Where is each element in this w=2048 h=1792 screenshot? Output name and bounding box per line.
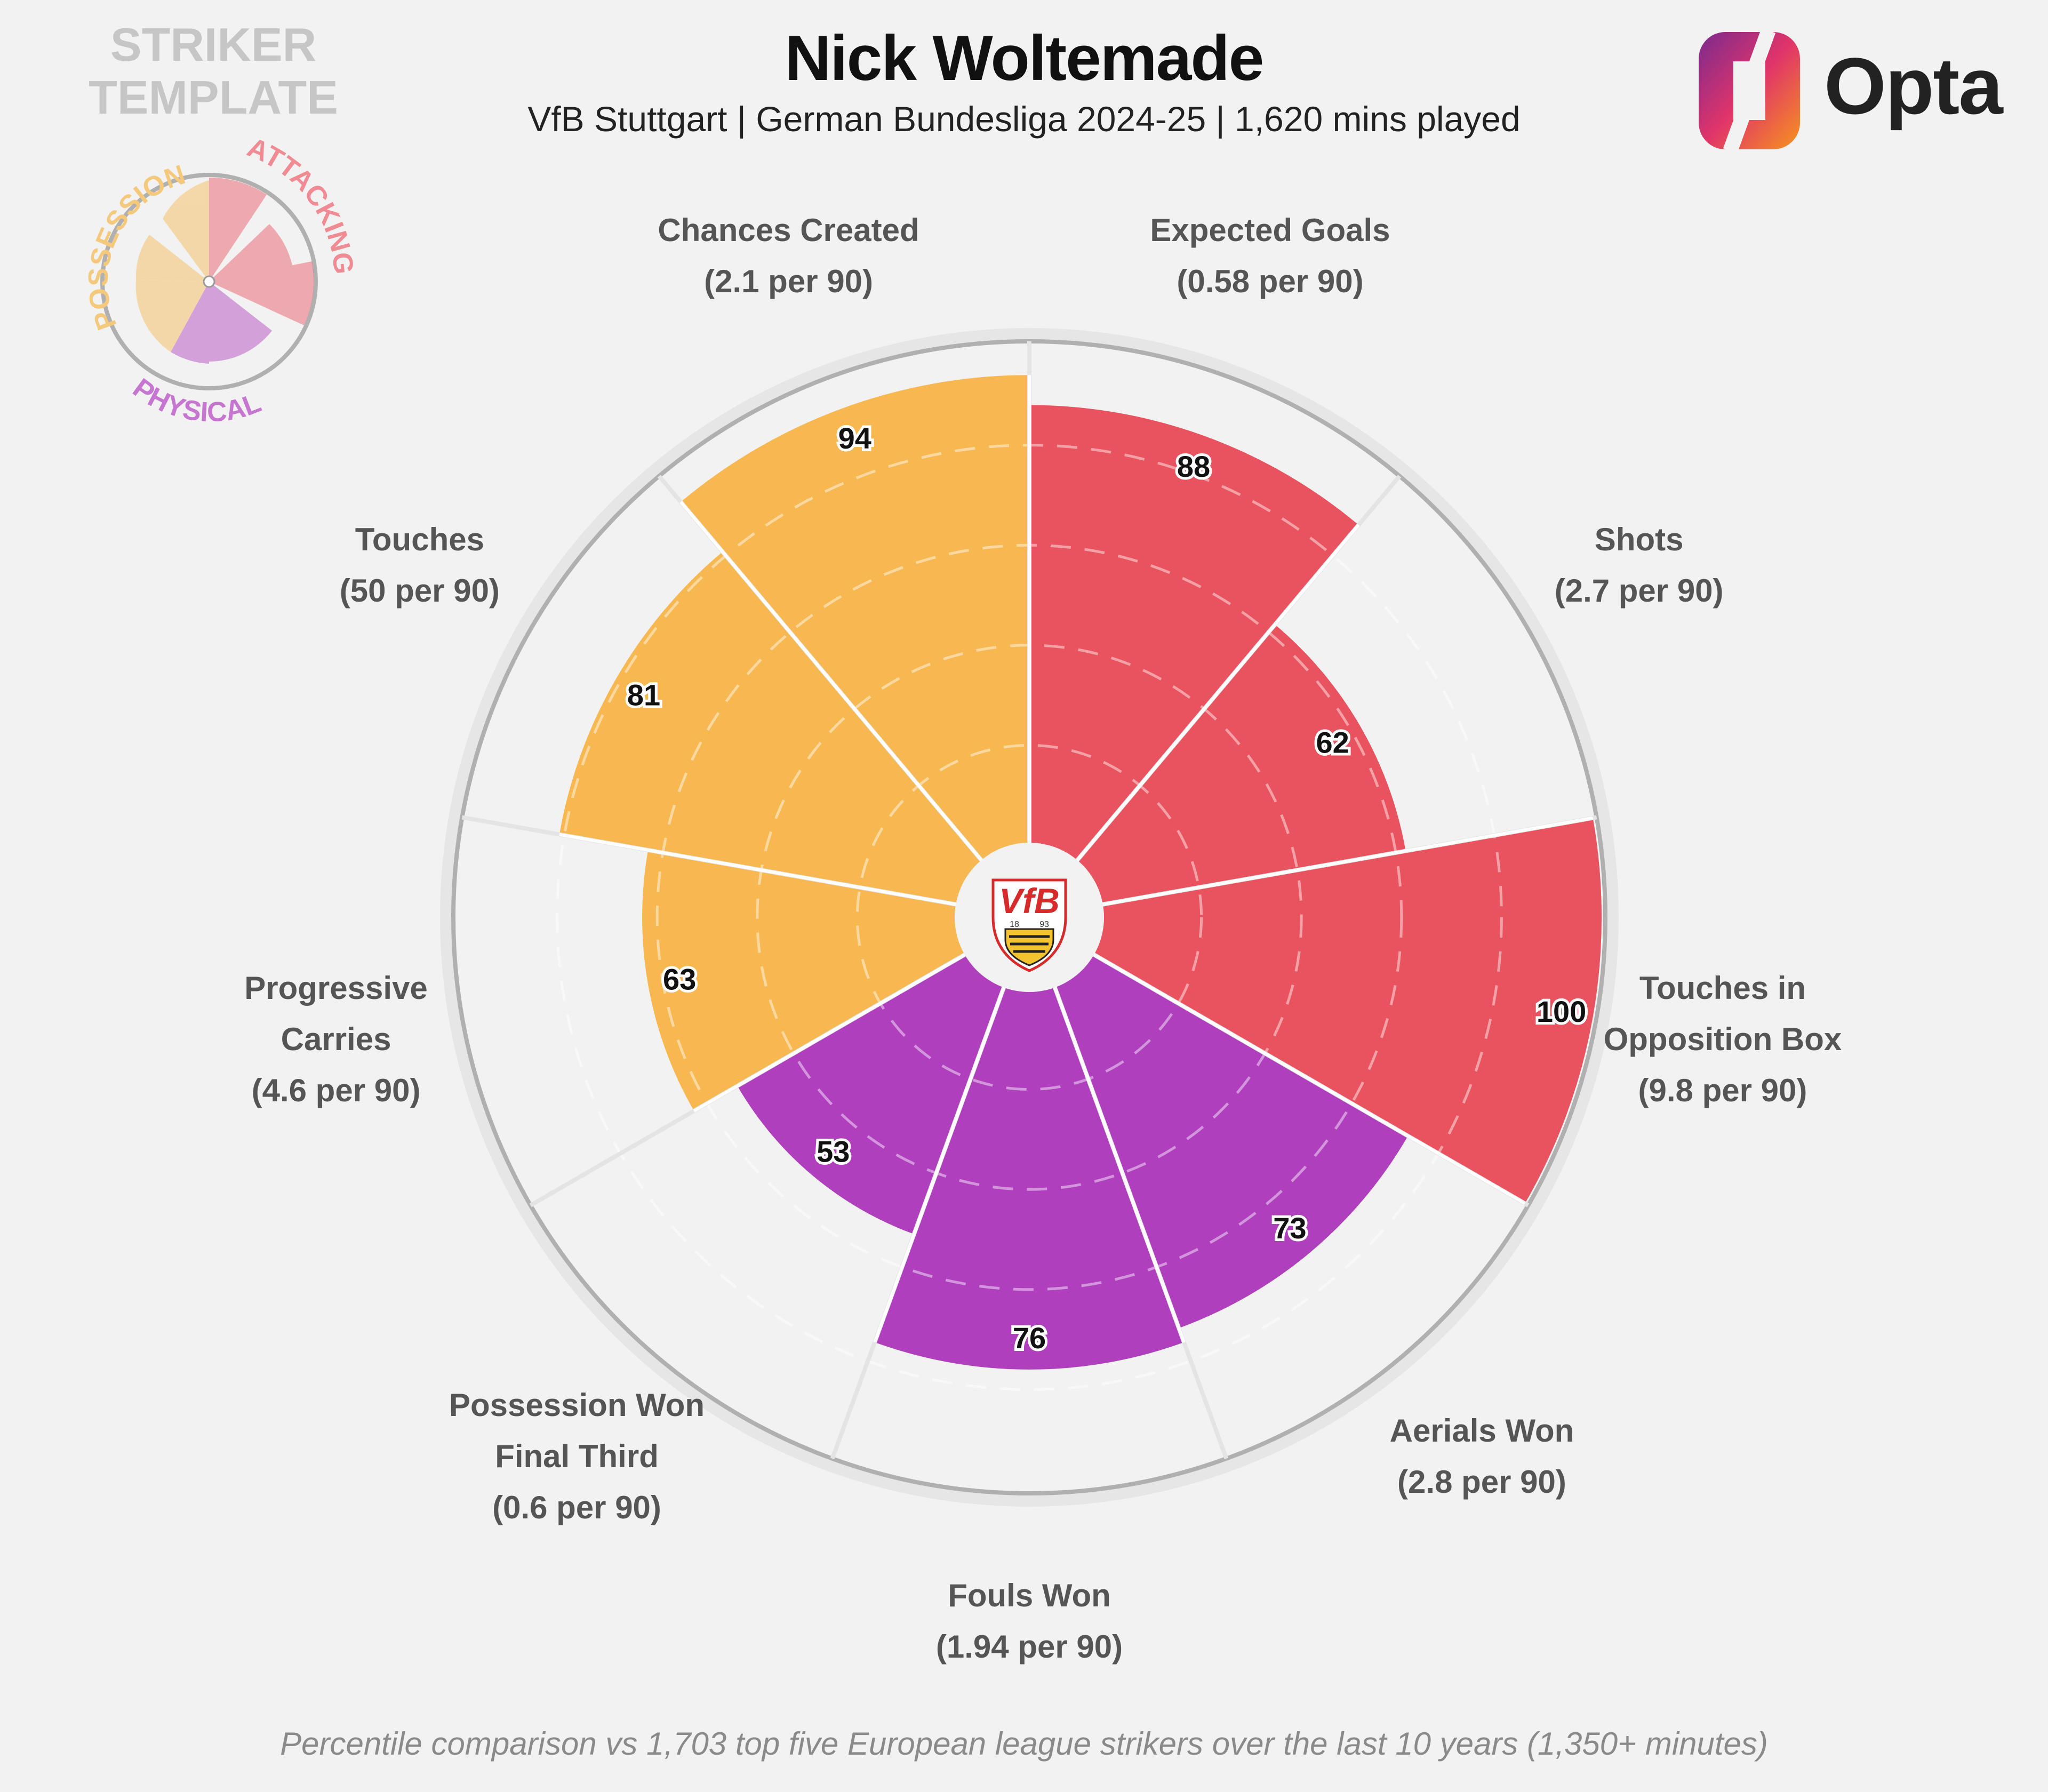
bar-expected-goals [1029, 405, 1359, 862]
category-label: Aerials Won (2.8 per 90) [1295, 1405, 1668, 1508]
divider-inner [1091, 951, 1526, 1205]
category-label-line: Possession Won [449, 1387, 705, 1423]
category-label-line: (2.1 per 90) [704, 263, 873, 299]
chart-value-labels: 88 62 100 73 76 53 63 81 94 [625, 419, 1589, 1357]
bar-aerials-won [1054, 953, 1408, 1329]
value-label: 76 [1013, 1321, 1046, 1355]
chart-bars [559, 375, 1602, 1370]
bar-progressive [642, 850, 967, 1111]
category-label: Touches (50 per 90) [233, 514, 606, 617]
opta-logo-icon [1699, 29, 1800, 152]
divider-inner [1074, 524, 1360, 863]
divider-inner [679, 501, 985, 863]
template-label-line2: TEMPLATE [89, 70, 338, 124]
template-label: STRIKER TEMPLATE [80, 18, 347, 124]
category-label-line: (9.8 per 90) [1638, 1073, 1807, 1109]
category-label-line: Expected Goals [1150, 212, 1390, 248]
divider-inner [1052, 984, 1186, 1343]
bar-chances-created [681, 375, 1029, 862]
crest-year-left: 18 [1010, 920, 1019, 929]
bar-shots [1075, 625, 1406, 905]
category-label-line: Carries [281, 1021, 391, 1058]
template-legend: POSSESSION ATTACKING PHYSICAL [83, 133, 359, 428]
crest-letters: VfB [999, 881, 1060, 921]
category-label-line: Aerials Won [1389, 1413, 1574, 1449]
category-label-line: (2.8 per 90) [1397, 1464, 1566, 1500]
category-label: Expected Goals (0.58 per 90) [1083, 205, 1457, 307]
category-label: Chances Created (2.1 per 90) [602, 205, 975, 307]
category-label-line: (0.58 per 90) [1177, 263, 1364, 299]
page-title: Nick Woltemade [785, 22, 1265, 94]
crest-antlers-icon [1004, 928, 1054, 966]
value-label: 94 [838, 421, 871, 455]
divider-inner [1100, 816, 1594, 907]
category-label-line: Fouls Won [948, 1578, 1111, 1613]
value-label: 62 [1316, 726, 1349, 759]
value-label: 81 [627, 678, 660, 712]
bar-fouls-won [875, 985, 1184, 1370]
category-label: Touches in Opposition Box (9.8 per 90) [1536, 963, 1909, 1116]
grid-ring-20 [855, 743, 1203, 1091]
brand-name: Opta [1824, 41, 2003, 131]
category-label-line: Shots [1594, 522, 1684, 557]
category-label-line: (0.6 per 90) [492, 1490, 661, 1526]
category-label-line: Chances Created [658, 212, 919, 248]
value-label: 73 [1273, 1211, 1306, 1245]
category-label-line: Final Third [495, 1438, 659, 1475]
bar-touches-in [1091, 818, 1602, 1204]
category-label-line: Opposition Box [1603, 1021, 1842, 1058]
template-label-line1: STRIKER [110, 18, 317, 71]
category-label-line: (4.6 per 90) [251, 1073, 421, 1109]
divider-inner [873, 984, 1006, 1343]
category-label-line: Touches [355, 522, 484, 557]
category-label-line: (2.7 per 90) [1554, 573, 1724, 609]
legend-wedges [135, 177, 314, 364]
divider-inner [559, 833, 959, 907]
category-label: Shots (2.7 per 90) [1452, 514, 1826, 617]
value-label: 88 [1177, 450, 1210, 483]
category-label: Fouls Won (1.94 per 90) [843, 1570, 1216, 1673]
value-label: 63 [663, 963, 696, 996]
legend-ring [100, 173, 318, 390]
club-crest: VfB 18 93 [955, 843, 1104, 992]
footer-note: Percentile comparison vs 1,703 top five … [280, 1726, 1768, 1762]
value-label: 53 [817, 1134, 850, 1168]
category-label: Possession Won Final Third (0.6 per 90) [390, 1380, 764, 1533]
category-label-line: (1.94 per 90) [935, 1629, 1123, 1665]
divider-inner [693, 951, 968, 1113]
crest-year-right: 93 [1039, 920, 1049, 929]
page-subtitle: VfB Stuttgart | German Bundesliga 2024-2… [527, 99, 1521, 139]
chart-dividers [461, 341, 1597, 1460]
bar-touches [559, 551, 983, 905]
category-label: Progressive Carries (4.6 per 90) [149, 963, 523, 1116]
value-label: 100 [1537, 995, 1586, 1028]
category-label-line: (50 per 90) [339, 573, 500, 609]
category-label-line: Touches in [1639, 970, 1806, 1006]
category-label-line: Progressive [244, 970, 428, 1006]
